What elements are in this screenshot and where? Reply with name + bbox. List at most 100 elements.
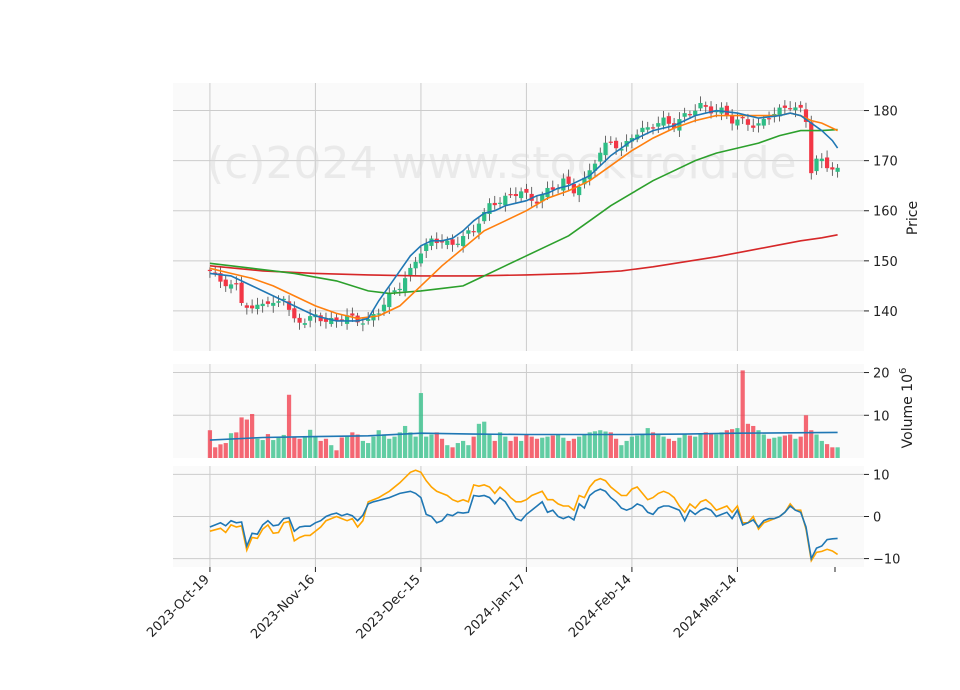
candle-body-71 — [582, 177, 587, 185]
volume-bar-105 — [761, 434, 766, 458]
volume-tick-label-0: 10 — [873, 409, 890, 424]
volume-bar-26 — [344, 435, 350, 458]
candle-body-51 — [476, 223, 482, 233]
volume-bar-68 — [566, 440, 571, 458]
volume-bar-107 — [772, 437, 777, 458]
volume-bar-48 — [461, 440, 466, 458]
x-tick-label-5: 2024-Mar-14 — [671, 572, 740, 641]
volume-bar-63 — [540, 437, 545, 458]
candle-body-68 — [566, 176, 571, 184]
candle-body-11 — [265, 301, 271, 304]
volume-bar-21 — [318, 440, 323, 458]
volume-bars — [207, 370, 840, 458]
volume-bar-29 — [360, 440, 366, 458]
candle-body-0 — [207, 269, 213, 272]
candle-body-77 — [613, 140, 619, 149]
candle-body-21 — [318, 315, 323, 322]
price-tick-label-2: 160 — [873, 205, 898, 220]
candle-body-7 — [244, 305, 249, 308]
volume-bar-76 — [608, 432, 613, 458]
candle-body-90 — [682, 113, 687, 117]
volume-bar-36 — [397, 432, 402, 458]
volume-bar-15 — [286, 394, 292, 458]
candle-body-103 — [751, 125, 756, 128]
candle-body-75 — [603, 142, 608, 156]
ma10-line — [209, 109, 839, 322]
candle-body-53 — [487, 203, 492, 215]
volume-bar-65 — [550, 435, 555, 458]
candle-body-3 — [223, 279, 228, 287]
volume-bar-103 — [751, 425, 756, 458]
candle-body-23 — [329, 317, 334, 325]
candle-body-117 — [824, 157, 830, 169]
volume-bar-112 — [798, 436, 803, 458]
candle-body-73 — [592, 163, 598, 171]
volume-bar-101 — [740, 370, 745, 458]
volume-bar-100 — [735, 428, 740, 458]
volume-bar-41 — [424, 436, 429, 458]
volume-bar-50 — [471, 436, 476, 458]
volume-bar-67 — [561, 437, 566, 458]
candle-body-49 — [466, 230, 471, 234]
candle-body-39 — [413, 261, 418, 269]
candle-body-105 — [761, 118, 766, 126]
ma50-line — [209, 128, 838, 295]
candle-body-109 — [782, 105, 787, 108]
volume-bar-49 — [466, 445, 471, 458]
volume-bar-22 — [323, 438, 329, 458]
volume-bar-24 — [334, 450, 339, 458]
volume-bar-31 — [371, 436, 376, 458]
candle-body-56 — [503, 195, 508, 206]
volume-bar-81 — [635, 435, 640, 458]
candle-body-38 — [408, 267, 413, 277]
volume-bar-1 — [213, 447, 218, 458]
indicator-lines — [209, 109, 839, 563]
volume-bar-44 — [439, 438, 445, 458]
volume-bar-118 — [830, 447, 835, 458]
volume-bar-14 — [281, 434, 286, 458]
volume-bar-97 — [719, 432, 724, 458]
volume-bar-84 — [650, 432, 656, 458]
candle-body-14 — [281, 298, 286, 301]
volume-axis: 10 20 — [864, 367, 890, 424]
candle-body-96 — [714, 111, 719, 113]
volume-bar-38 — [408, 432, 413, 458]
volume-bar-69 — [571, 438, 576, 458]
volume-average-line — [209, 431, 838, 441]
volume-tick-label-1: 20 — [873, 367, 890, 382]
candle-body-17 — [297, 317, 302, 323]
volume-bar-96 — [714, 434, 719, 458]
candle-body-42 — [429, 238, 434, 246]
volume-bar-12 — [271, 440, 276, 458]
volume-bar-23 — [329, 445, 334, 458]
candle-body-70 — [577, 186, 582, 196]
x-tick-label-4: 2024-Feb-14 — [566, 572, 635, 641]
candle-body-19 — [308, 316, 313, 321]
candle-body-74 — [598, 152, 603, 162]
candle-body-115 — [814, 158, 819, 172]
volume-bar-115 — [814, 434, 819, 458]
ma200-line — [209, 234, 838, 277]
volume-bar-54 — [492, 440, 497, 458]
candle-body-119 — [835, 167, 840, 172]
volume-bar-11 — [265, 434, 271, 458]
candle-body-100 — [735, 119, 740, 126]
volume-bar-116 — [819, 440, 824, 458]
candle-body-32 — [376, 313, 381, 315]
x-tick-label-0: 2023-Oct-19 — [144, 572, 212, 640]
candle-body-76 — [608, 141, 613, 143]
volume-bar-40 — [418, 393, 424, 458]
candle-body-111 — [793, 107, 798, 111]
volume-bar-3 — [223, 443, 228, 458]
candle-body-46 — [450, 239, 455, 245]
candle-body-29 — [360, 323, 366, 325]
volume-bar-45 — [445, 445, 450, 458]
price-tick-label-1: 150 — [873, 255, 898, 270]
candle-body-22 — [323, 318, 329, 322]
volume-bar-86 — [661, 436, 666, 458]
volume-bar-94 — [703, 432, 708, 458]
candle-body-116 — [819, 158, 824, 162]
volume-bar-73 — [592, 431, 598, 458]
volume-bar-17 — [297, 438, 302, 458]
